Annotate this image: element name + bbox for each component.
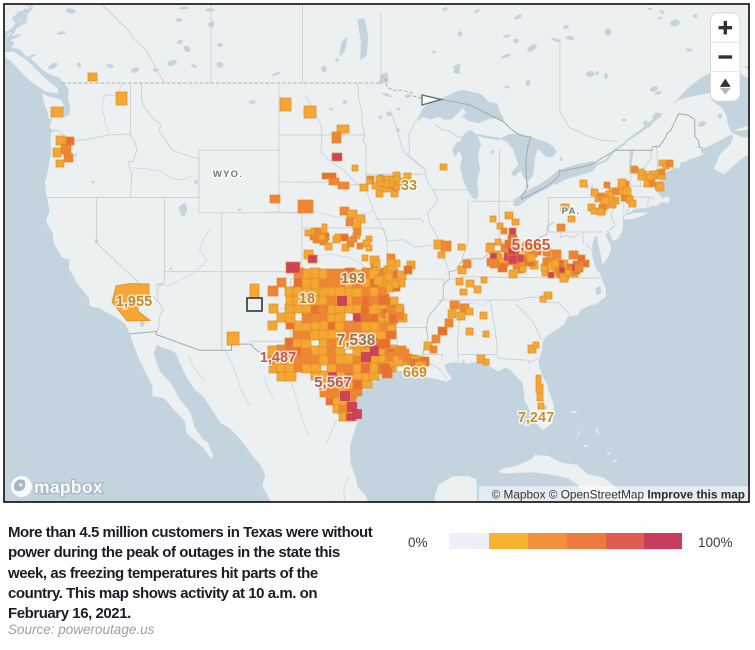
svg-text:mapbox: mapbox [34, 477, 103, 497]
svg-text:5,665: 5,665 [512, 237, 551, 254]
svg-text:1,955: 1,955 [116, 294, 152, 310]
svg-text:18: 18 [299, 291, 315, 307]
svg-text:33: 33 [401, 178, 417, 194]
svg-text:© Mapbox © OpenStreetMap Impro: © Mapbox © OpenStreetMap Improve this ma… [492, 487, 745, 501]
svg-text:193: 193 [341, 271, 365, 287]
svg-text:7,538: 7,538 [337, 332, 376, 349]
svg-text:669: 669 [403, 365, 427, 381]
svg-text:WYO.: WYO. [213, 169, 243, 180]
svg-text:7,247: 7,247 [518, 410, 554, 426]
svg-text:PA.: PA. [562, 206, 581, 217]
svg-text:1,487: 1,487 [260, 350, 296, 366]
svg-text:5,567: 5,567 [314, 374, 352, 391]
